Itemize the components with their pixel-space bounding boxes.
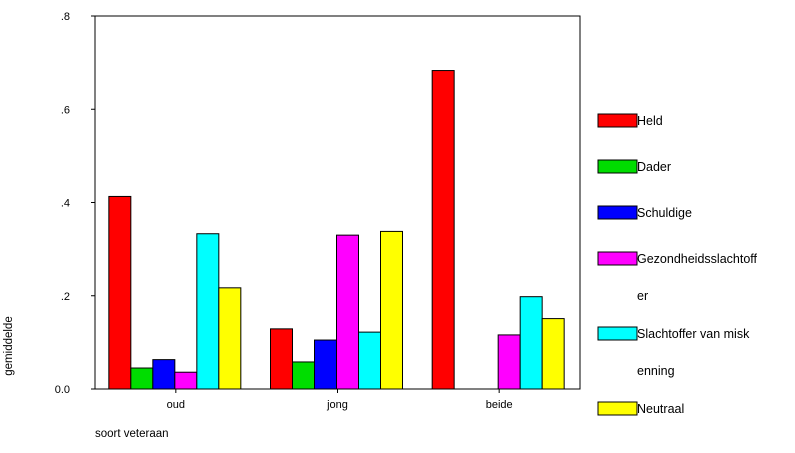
bars — [108, 70, 565, 390]
y-tick-label: .8 — [61, 11, 70, 23]
x-tick-label: beide — [486, 399, 513, 411]
legend-label: Gezondheidsslachtoff er — [637, 252, 758, 303]
bar — [196, 233, 220, 390]
legend-swatch — [597, 113, 638, 128]
bar — [292, 361, 315, 390]
legend-swatch — [597, 251, 638, 266]
legend-label: Schuldige — [637, 206, 692, 220]
bar — [380, 230, 403, 390]
legend-label: Neutraal — [637, 402, 684, 416]
legend-swatch — [597, 159, 638, 174]
x-tick-label: jong — [326, 399, 348, 411]
bar — [519, 296, 543, 390]
y-tick-label: .2 — [61, 291, 70, 303]
x-tick-label: oud — [167, 399, 185, 411]
bar — [314, 339, 337, 390]
x-axis-title: soort veteraan — [95, 428, 169, 440]
legend: Held Dader Schuldige Gezondheidsslachtoff er… — [597, 113, 758, 416]
y-tick-label: 0.0 — [55, 384, 70, 396]
legend-label: Slachtoffer van misk enning — [637, 327, 750, 378]
bar — [174, 371, 198, 390]
bar — [108, 195, 132, 390]
bar — [358, 331, 381, 390]
bar — [431, 70, 455, 390]
bar — [270, 328, 293, 390]
bar — [541, 318, 565, 390]
legend-swatch — [597, 326, 638, 341]
legend-label: Dader — [637, 160, 671, 174]
bar — [336, 234, 359, 390]
x-axis: oud jong beide — [167, 389, 513, 411]
legend-swatch — [597, 401, 638, 416]
bar — [130, 367, 154, 390]
bar — [497, 334, 521, 390]
legend-label: Held — [637, 114, 663, 128]
bar — [218, 287, 242, 390]
y-axis: 0.0 .2 .4 .6 .8 — [55, 11, 95, 396]
y-tick-label: .4 — [61, 198, 70, 210]
legend-swatch — [597, 205, 638, 220]
bar — [152, 359, 176, 390]
y-axis-title: gemiddelde — [3, 316, 15, 375]
y-tick-label: .6 — [61, 104, 70, 116]
